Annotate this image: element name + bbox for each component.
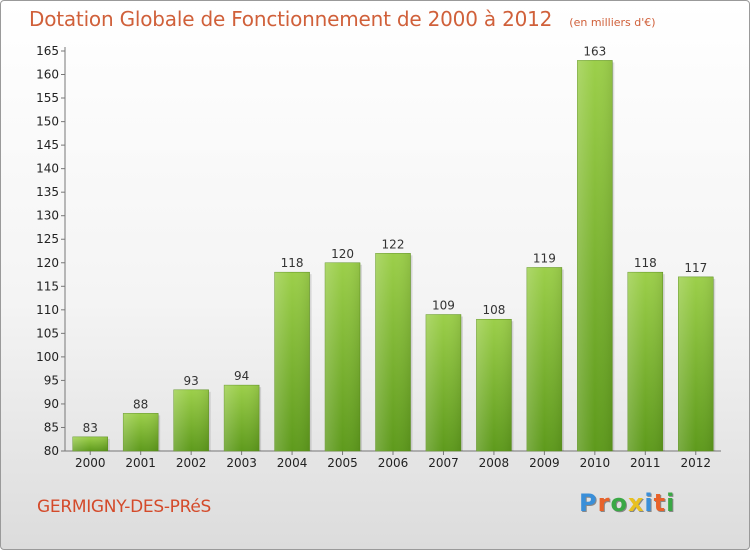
bar-highlight bbox=[325, 262, 361, 451]
bar-highlight bbox=[72, 436, 108, 451]
data-label: 109 bbox=[432, 299, 455, 313]
data-label: 163 bbox=[583, 44, 606, 58]
bar-highlight bbox=[375, 253, 411, 451]
y-tick-label: 135 bbox=[36, 185, 59, 199]
logo-letter: i bbox=[666, 489, 676, 517]
x-tick-label: 2012 bbox=[680, 456, 711, 470]
bar-highlight bbox=[577, 60, 613, 451]
data-label: 108 bbox=[482, 303, 505, 317]
data-label: 118 bbox=[281, 256, 304, 270]
data-label: 88 bbox=[133, 397, 148, 411]
bar-highlight bbox=[224, 385, 260, 451]
bar-highlight bbox=[173, 389, 209, 451]
y-tick-label: 90 bbox=[44, 397, 59, 411]
logo-letter: x bbox=[627, 489, 645, 517]
logo-letter: r bbox=[597, 489, 611, 517]
y-tick-label: 95 bbox=[44, 373, 59, 387]
y-tick-label: 160 bbox=[36, 68, 59, 82]
x-tick-label: 2007 bbox=[428, 456, 459, 470]
value-labels: 83 88 93 94 118 120 122 109 108 119 163 118 117 bbox=[83, 44, 708, 434]
y-tick-label: 105 bbox=[36, 326, 59, 340]
y-tick-label: 145 bbox=[36, 138, 59, 152]
data-label: 117 bbox=[684, 261, 707, 275]
x-tick-label: 2008 bbox=[479, 456, 510, 470]
logo-letter: t bbox=[653, 489, 667, 517]
logo-letter: P bbox=[579, 489, 598, 517]
axes: 80 85 90 95 100 105 110 115 120 125 130 135 140 145 15… bbox=[36, 44, 721, 470]
bar-highlight bbox=[476, 319, 512, 451]
proxiti-logo: Proxiti bbox=[579, 489, 675, 517]
x-tick-label: 2006 bbox=[378, 456, 409, 470]
y-tick-label: 100 bbox=[36, 350, 59, 364]
bar-highlight bbox=[425, 314, 461, 451]
x-tick-label: 2001 bbox=[125, 456, 156, 470]
y-tick-label: 165 bbox=[36, 44, 59, 58]
x-tick-label: 2011 bbox=[630, 456, 661, 470]
y-tick-label: 80 bbox=[44, 444, 59, 458]
y-tick-label: 155 bbox=[36, 91, 59, 105]
y-tick-label: 150 bbox=[36, 115, 59, 129]
x-tick-label: 2010 bbox=[580, 456, 611, 470]
bars bbox=[72, 60, 716, 452]
commune-name: GERMIGNY-DES-PRéS bbox=[37, 497, 212, 517]
bar-highlight bbox=[274, 272, 310, 451]
chart-title: Dotation Globale de Fonctionnement de 20… bbox=[29, 7, 553, 31]
chart-subtitle: (en milliers d'€) bbox=[569, 16, 656, 29]
y-tick-label: 110 bbox=[36, 303, 59, 317]
y-tick-label: 130 bbox=[36, 209, 59, 223]
logo-letter: o bbox=[610, 489, 628, 517]
bar-highlight bbox=[123, 413, 159, 451]
x-tick-label: 2005 bbox=[327, 456, 358, 470]
data-label: 94 bbox=[234, 369, 249, 383]
x-tick-label: 2000 bbox=[75, 456, 106, 470]
x-tick-label: 2009 bbox=[529, 456, 560, 470]
x-tick-label: 2002 bbox=[176, 456, 207, 470]
y-tick-label: 140 bbox=[36, 162, 59, 176]
y-tick-label: 120 bbox=[36, 256, 59, 270]
data-label: 122 bbox=[382, 237, 405, 251]
bar-highlight bbox=[526, 267, 562, 451]
bar-highlight bbox=[627, 272, 663, 451]
y-tick-label: 115 bbox=[36, 279, 59, 293]
x-tick-label: 2003 bbox=[226, 456, 257, 470]
y-tick-label: 85 bbox=[44, 420, 59, 434]
data-label: 118 bbox=[634, 256, 657, 270]
title-row: Dotation Globale de Fonctionnement de 20… bbox=[29, 7, 656, 31]
y-tick-label: 125 bbox=[36, 232, 59, 246]
data-label: 93 bbox=[184, 374, 199, 388]
data-label: 119 bbox=[533, 251, 556, 265]
data-label: 83 bbox=[83, 421, 98, 435]
bar-highlight bbox=[678, 276, 714, 451]
x-tick-label: 2004 bbox=[277, 456, 308, 470]
data-label: 120 bbox=[331, 247, 354, 261]
logo-letter: i bbox=[644, 489, 654, 517]
